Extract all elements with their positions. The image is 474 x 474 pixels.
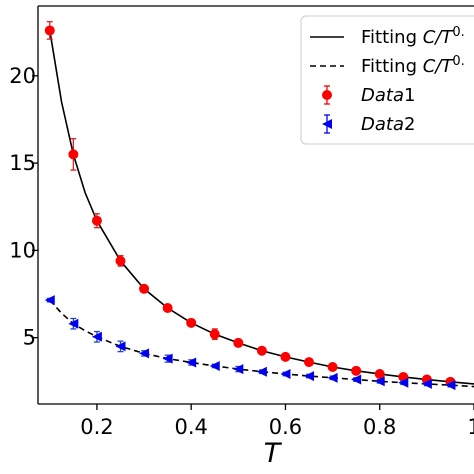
data1-point <box>256 345 267 356</box>
x-tick-label: 0.6 <box>269 415 302 439</box>
legend-label: Fitting C/T0. <box>361 25 465 48</box>
y-tick-label: 5 <box>23 326 36 350</box>
data2-point <box>374 376 385 387</box>
data1-point <box>327 361 338 372</box>
data2-point <box>209 360 220 371</box>
y-tick-label: 10 <box>9 238 36 262</box>
data2-point <box>351 374 362 385</box>
data2-point <box>256 366 267 377</box>
legend-item: Fitting C/T0. <box>310 25 465 48</box>
data2-point <box>162 353 173 364</box>
legend-item: Data1 <box>322 85 415 106</box>
x-tick-label: 0.4 <box>174 415 207 439</box>
data2-point <box>398 377 409 388</box>
data2-point <box>139 348 150 359</box>
y-tick-label: 20 <box>9 64 36 88</box>
data1-point <box>115 255 126 266</box>
data1-point <box>233 337 244 348</box>
legend-label: Fitting C/T0. <box>361 54 465 77</box>
y-tick-label: 15 <box>9 151 36 175</box>
legend-swatch-triangle <box>322 119 332 129</box>
data2-point <box>115 341 126 352</box>
data1-point <box>91 215 102 226</box>
legend-item: Fitting C/T0. <box>310 54 465 77</box>
x-tick-label: 1 <box>467 415 474 439</box>
data2-point <box>280 368 291 379</box>
legend-label: Data1 <box>361 85 415 106</box>
legend: Fitting C/T0. Fitting C/T0. Data1 Data2 <box>300 15 474 145</box>
series-layer <box>44 21 474 391</box>
data2-point <box>44 295 55 306</box>
legend-label: Data2 <box>361 114 415 135</box>
data2-point <box>186 357 197 368</box>
data1-point <box>162 302 173 313</box>
data1-point <box>44 25 55 36</box>
data1-point <box>139 283 150 294</box>
data2-point <box>233 364 244 375</box>
data1-point <box>374 368 385 379</box>
data1-point <box>209 329 220 340</box>
legend-frame <box>300 15 474 145</box>
data1-point <box>186 317 197 328</box>
data2-point <box>445 380 456 391</box>
legend-swatch-circle <box>322 90 332 100</box>
x-tick-label: 0.2 <box>80 415 113 439</box>
data2-point <box>68 318 79 329</box>
data2-point <box>421 378 432 389</box>
legend-item: Data2 <box>322 114 415 135</box>
data1-point <box>68 149 79 160</box>
x-axis-title: T <box>264 438 283 469</box>
x-tick-label: 0.8 <box>363 415 396 439</box>
fit-line-dashed <box>49 299 474 388</box>
data1-point <box>280 351 291 362</box>
data1-point <box>351 365 362 376</box>
data2-point <box>91 331 102 342</box>
data1-point <box>304 357 315 368</box>
data2-point <box>327 372 338 383</box>
data2-point <box>304 371 315 382</box>
ticks: 0.20.40.60.815101520 <box>9 64 474 439</box>
